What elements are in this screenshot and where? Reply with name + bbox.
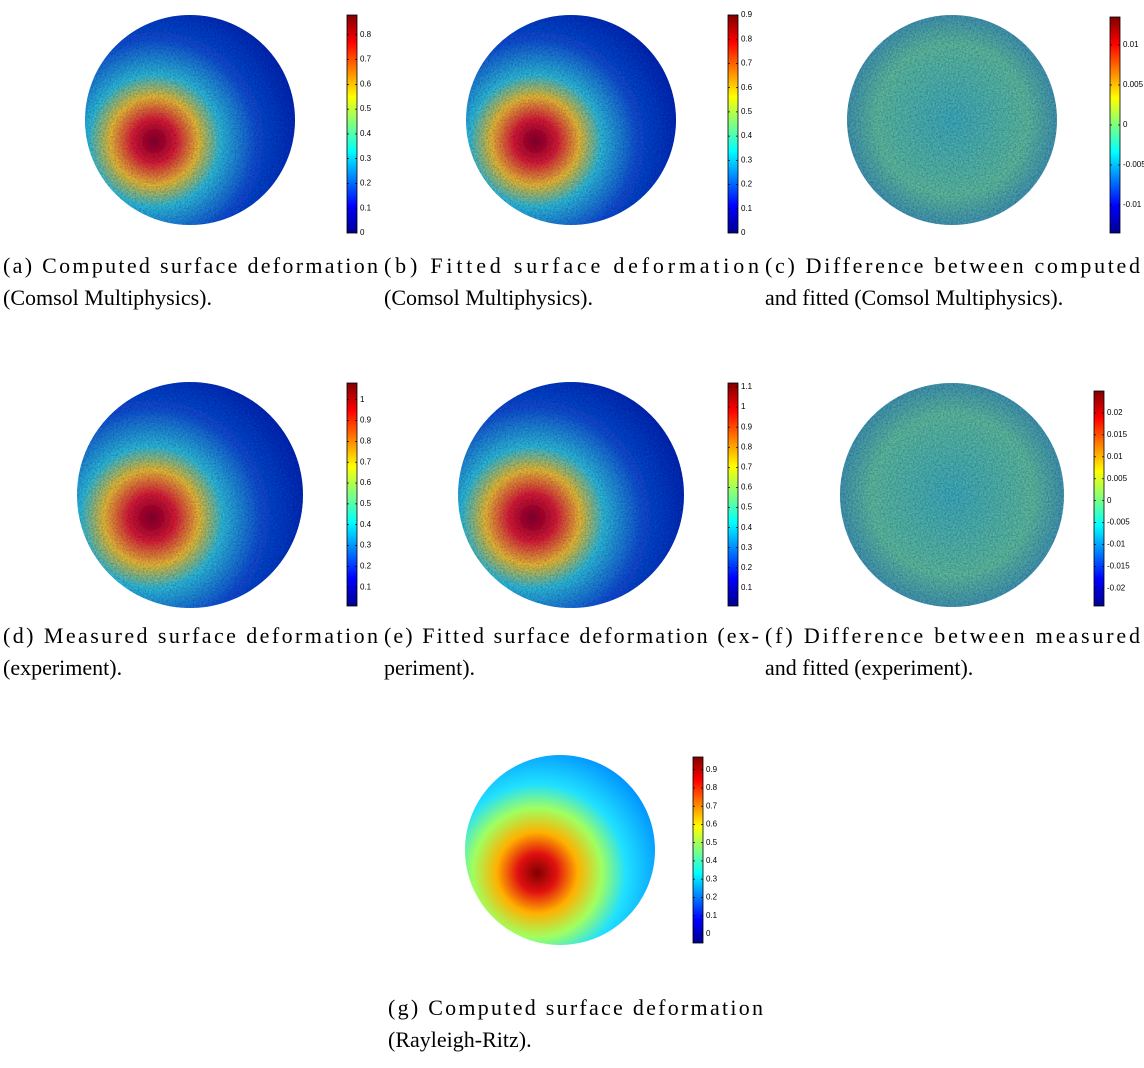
colorbar-tick-label: -0.01 [1107, 540, 1126, 549]
colorbar-tick-label: 0.4 [706, 856, 718, 865]
colorbar-tick-label: 0.7 [360, 55, 372, 64]
subfigure: 0.1 0.2 0.3 0.4 0.5 0.6 0.7 0.8 0.9 1 1.1 (e) Fitte… [384, 382, 759, 680]
colorbar-tick-label: 0.02 [1107, 408, 1123, 417]
colorbar-tick-label: -0.02 [1107, 584, 1126, 593]
colorbar-tick-label: 0.01 [1107, 452, 1123, 461]
colorbar-tick-label: 0.3 [706, 874, 718, 883]
colorbar-tick-label: 0.2 [360, 562, 372, 571]
colorbar-tick-label: 0.1 [360, 203, 372, 212]
colorbar-tick-label: 0.2 [360, 179, 372, 188]
colorbar-tick-label: 0.2 [706, 893, 718, 902]
colorbar-tick-label: 0.2 [741, 563, 753, 572]
caption: (Comsol Multiphysics). [384, 285, 593, 310]
colorbar-tick-label: 0.5 [741, 107, 753, 116]
colorbar-tick-label: 0.5 [741, 503, 753, 512]
colorbar-tick-label: 1 [741, 402, 746, 411]
caption: (f) Difference between measured [765, 623, 1140, 648]
subfigure: 0 0.1 0.2 0.3 0.4 0.5 0.6 0.7 0.8 0.9 (g) Computed… [388, 755, 763, 1052]
colorbar-tick-label: 0.7 [706, 801, 718, 810]
surface-map [466, 15, 676, 225]
colorbar-tick-label: 0 [706, 929, 711, 938]
colorbar [728, 383, 738, 606]
colorbar-tick-label: 0.3 [360, 154, 372, 163]
colorbar-tick-label: 0.3 [360, 541, 372, 550]
colorbar-tick-label: 0.5 [360, 104, 372, 113]
subfigure: -0.01 -0.005 0 0.005 0.01 (c) Difference betw… [765, 15, 1144, 310]
colorbar-tick-label: 0.7 [360, 457, 372, 466]
figure: 0 0.1 0.2 0.3 0.4 0.5 0.6 0.7 0.8 (a) Computed su… [0, 0, 1144, 1068]
surface-map [465, 755, 655, 945]
colorbar-tick-label: 0 [1123, 120, 1128, 129]
colorbar-tick-label: 0.8 [360, 436, 372, 445]
colorbar [347, 15, 357, 233]
colorbar-tick-label: 0.4 [741, 523, 753, 532]
colorbar-tick-label: -0.015 [1107, 562, 1130, 571]
caption: (experiment). [3, 655, 122, 680]
colorbar-tick-label: 0 [1107, 496, 1112, 505]
colorbar-tick-label: 0 [360, 228, 365, 237]
colorbar-tick-label: 0.015 [1107, 430, 1128, 439]
surface-map [458, 382, 684, 608]
colorbar-tick-label: 0.6 [360, 478, 372, 487]
colorbar [1094, 391, 1104, 606]
colorbar-tick-label: 0.6 [360, 79, 372, 88]
colorbar-tick-label: 0.005 [1107, 474, 1128, 483]
colorbar-tick-label: -0.005 [1123, 160, 1144, 169]
subfigure: -0.02 -0.015 -0.01 -0.005 0 0.005 0.01 0.015 0.0… [765, 383, 1140, 680]
colorbar-tick-label: 0.9 [741, 422, 753, 431]
caption: and fitted (experiment). [765, 655, 973, 680]
subfigure: 0.1 0.2 0.3 0.4 0.5 0.6 0.7 0.8 0.9 1 (d) Measured… [3, 382, 378, 680]
subfigure: 0 0.1 0.2 0.3 0.4 0.5 0.6 0.7 0.8 0.9 (b) Fitted s… [384, 10, 759, 310]
subfigure: 0 0.1 0.2 0.3 0.4 0.5 0.6 0.7 0.8 (a) Computed su… [3, 15, 378, 310]
caption: (Comsol Multiphysics). [3, 285, 212, 310]
colorbar-tick-label: 0.1 [360, 582, 372, 591]
colorbar-tick-label: 0.3 [741, 155, 753, 164]
caption: periment). [384, 655, 475, 680]
colorbar-tick-label: 1.1 [741, 382, 753, 391]
caption: (c) Difference between computed [765, 253, 1140, 278]
caption: (d) Measured surface deformation [3, 623, 378, 648]
colorbar-tick-label: 0.9 [741, 10, 753, 19]
surface-map [847, 15, 1057, 225]
colorbar-tick-label: 0.7 [741, 462, 753, 471]
caption: (b) Fitted surface deformation [384, 253, 759, 278]
colorbar-tick-label: 0.1 [741, 583, 753, 592]
colorbar-tick-label: 0.4 [360, 520, 372, 529]
colorbar-tick-label: -0.01 [1123, 200, 1142, 209]
colorbar-tick-label: 0.7 [741, 59, 753, 68]
colorbar-tick-label: 0 [741, 228, 746, 237]
colorbar-tick-label: 1 [360, 395, 365, 404]
caption: (Rayleigh-Ritz). [388, 1027, 532, 1052]
colorbar-tick-label: 0.8 [706, 783, 718, 792]
colorbar [728, 15, 738, 233]
colorbar-tick-label: 0.5 [360, 499, 372, 508]
colorbar-tick-label: -0.005 [1107, 518, 1130, 527]
colorbar-tick-label: 0.6 [706, 820, 718, 829]
caption: (g) Computed surface deformation [388, 995, 763, 1020]
colorbar-tick-label: 0.4 [360, 129, 372, 138]
colorbar-tick-label: 0.005 [1123, 80, 1144, 89]
colorbar [693, 757, 703, 943]
colorbar-tick-label: 0.1 [706, 911, 718, 920]
colorbar-tick-label: 0.9 [706, 765, 718, 774]
surface-map [840, 383, 1064, 607]
colorbar-tick-label: 0.5 [706, 838, 718, 847]
colorbar-tick-label: 0.8 [360, 30, 372, 39]
caption: and fitted (Comsol Multiphysics). [765, 285, 1063, 310]
caption: (a) Computed surface deformation [3, 253, 378, 278]
colorbar-tick-label: 0.6 [741, 83, 753, 92]
colorbar [347, 383, 357, 606]
colorbar-tick-label: 0.1 [741, 204, 753, 213]
colorbar-tick-label: 0.9 [360, 416, 372, 425]
caption: (e) Fitted surface deformation (ex- [384, 623, 759, 648]
colorbar-tick-label: 0.01 [1123, 40, 1139, 49]
colorbar-tick-label: 0.8 [741, 34, 753, 43]
colorbar-tick-label: 0.2 [741, 180, 753, 189]
colorbar-tick-label: 0.4 [741, 131, 753, 140]
colorbar-tick-label: 0.6 [741, 483, 753, 492]
surface-map [77, 382, 303, 608]
colorbar-tick-label: 0.3 [741, 543, 753, 552]
colorbar-tick-label: 0.8 [741, 442, 753, 451]
surface-map [85, 15, 295, 225]
